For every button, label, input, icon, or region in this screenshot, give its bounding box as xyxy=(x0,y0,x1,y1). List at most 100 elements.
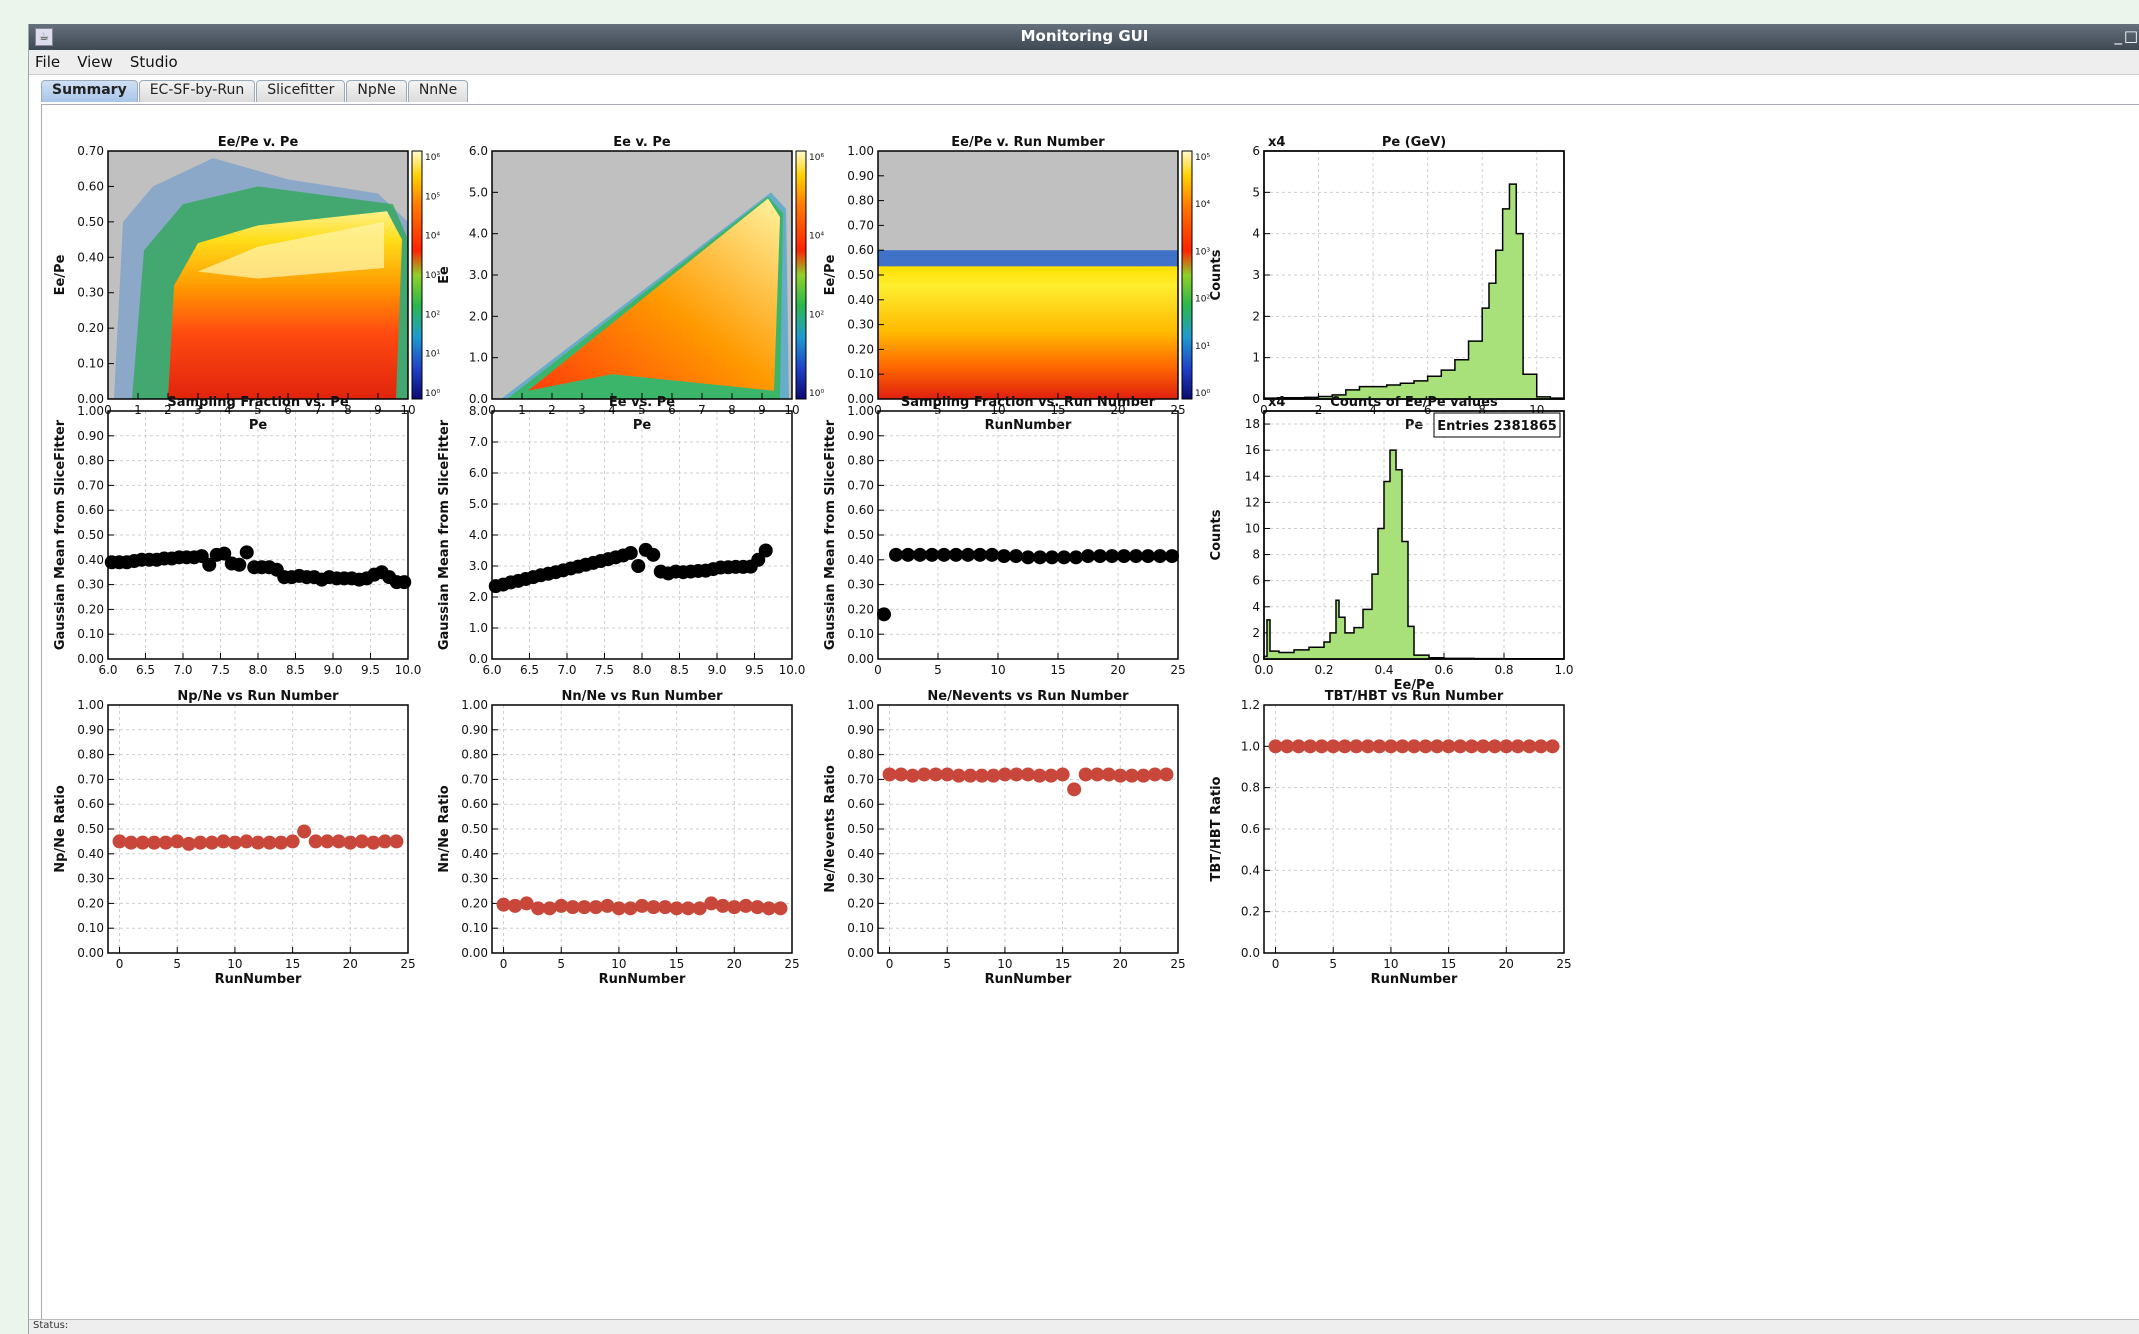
tab-slicefitter[interactable]: Slicefitter xyxy=(256,80,346,102)
data-point xyxy=(1032,768,1047,783)
colorbar-label: 10¹ xyxy=(425,350,440,360)
x-tick-label: 0 xyxy=(116,957,124,971)
java-app-icon[interactable]: ☕ xyxy=(35,28,53,46)
data-point xyxy=(1124,768,1139,783)
menu-studio[interactable]: Studio xyxy=(129,53,178,71)
y-tick-label: 1.00 xyxy=(77,698,104,712)
plot-frame xyxy=(1263,704,1565,954)
x-tick-label: 8 xyxy=(1478,403,1486,417)
y-tick-label: 0 xyxy=(1252,392,1260,406)
chart-p5: 6.0 6.5 7.0 7.5 8.0 8.5 9.0 9.5 10.0 0.00 0.10 0.20… xyxy=(53,395,421,677)
y-axis-label: Counts xyxy=(1209,249,1224,300)
data-point xyxy=(986,768,1001,783)
y-tick-label: 12 xyxy=(1245,495,1260,509)
x-tick-label: 10 xyxy=(784,403,799,417)
minimize-icon[interactable]: _ xyxy=(2114,27,2123,45)
monitoring-window: ☕ Monitoring GUI _ □ File View Studio Su… xyxy=(28,24,2139,1334)
x-tick-label: 6 xyxy=(1424,403,1432,417)
maximize-icon[interactable]: □ xyxy=(2123,27,2138,45)
data-point xyxy=(239,834,254,849)
x-tick-label: 5 xyxy=(254,403,262,417)
data-point xyxy=(204,835,219,850)
stats-box xyxy=(1433,412,1561,438)
tab-summary[interactable]: Summary xyxy=(41,80,138,102)
y-tick-label: 0.10 xyxy=(847,921,874,935)
x-tick-label: 5 xyxy=(1329,957,1337,971)
data-point xyxy=(297,824,312,839)
y-tick-label: 1.00 xyxy=(461,698,488,712)
y-tick-label: 0.60 xyxy=(847,503,874,517)
y-tick-label: 3.0 xyxy=(469,268,488,282)
y-tick-label: 0.50 xyxy=(847,822,874,836)
colorbar-label: 10³ xyxy=(425,271,440,281)
data-point xyxy=(1430,739,1445,754)
y-tick-label: 2.0 xyxy=(469,309,488,323)
y-tick-label: 5.0 xyxy=(469,185,488,199)
chart-title: Ee/Pe v. Pe xyxy=(218,135,299,150)
y-tick-label: 0.00 xyxy=(77,946,104,960)
data-point xyxy=(949,547,963,562)
chart-p6: 6.0 6.5 7.0 7.5 8.0 8.5 9.0 9.5 10.00.01.02.03.0… xyxy=(437,395,805,677)
data-point xyxy=(1453,739,1468,754)
y-tick-label: 0.30 xyxy=(847,872,874,886)
y-tick-label: 0.6 xyxy=(1241,822,1260,836)
y-tick-label: 0.40 xyxy=(77,847,104,861)
x-tick-label: 15 xyxy=(285,957,300,971)
y-tick-label: 4 xyxy=(1252,227,1260,241)
y-tick-label: 0.40 xyxy=(461,847,488,861)
y-tick-label: 5 xyxy=(1252,185,1260,199)
data-point xyxy=(508,898,523,913)
x-tick-label: 5 xyxy=(934,663,942,677)
y-tick-label: 0.60 xyxy=(77,797,104,811)
data-point xyxy=(1159,767,1174,782)
data-point xyxy=(973,547,987,562)
data-point xyxy=(913,547,927,562)
x-tick-label: 6 xyxy=(668,403,676,417)
data-point xyxy=(773,901,788,916)
data-point xyxy=(1372,739,1387,754)
data-point xyxy=(1055,767,1070,782)
data-point xyxy=(631,559,646,573)
x-tick-label: 8.5 xyxy=(286,663,305,677)
data-point xyxy=(496,897,511,912)
plot-frame xyxy=(1263,410,1565,660)
tab-ec-sf-by-run[interactable]: EC-SF-by-Run xyxy=(138,80,256,102)
data-point xyxy=(308,834,323,849)
menu-file[interactable]: File xyxy=(35,53,61,71)
data-point xyxy=(1418,739,1433,754)
data-point xyxy=(951,768,966,783)
y-tick-label: 0.60 xyxy=(847,797,874,811)
data-point xyxy=(285,834,300,849)
data-point xyxy=(1009,767,1024,782)
x-tick-label: 15 xyxy=(1441,957,1456,971)
tab-npne[interactable]: NpNe xyxy=(346,80,407,102)
data-point xyxy=(232,557,247,572)
y-tick-label: 14 xyxy=(1245,469,1260,483)
x-tick-label: 5 xyxy=(943,957,951,971)
colorbar-label: 10⁵ xyxy=(425,192,440,202)
data-point xyxy=(646,547,661,562)
y-tick-label: 3 xyxy=(1252,268,1260,282)
tab-nnne[interactable]: NnNe xyxy=(407,80,469,102)
menu-view[interactable]: View xyxy=(77,53,113,71)
title-bar[interactable]: ☕ Monitoring GUI _ □ xyxy=(29,24,2139,50)
data-point xyxy=(1069,550,1083,565)
data-point xyxy=(1078,767,1093,782)
y-tick-label: 0.20 xyxy=(461,896,488,910)
y-tick-label: 6.0 xyxy=(469,466,488,480)
data-point xyxy=(170,834,185,849)
data-point xyxy=(216,834,231,849)
y-tick-label: 0.80 xyxy=(847,748,874,762)
data-point xyxy=(531,901,546,916)
data-point xyxy=(1044,768,1059,783)
x-tick-label: 9 xyxy=(374,403,382,417)
y-tick-label: 1.2 xyxy=(1241,698,1260,712)
data-point xyxy=(692,901,707,916)
data-point xyxy=(882,767,897,782)
data-point xyxy=(1291,739,1306,754)
data-point xyxy=(997,549,1011,564)
x-tick-label: 2 xyxy=(164,403,172,417)
data-point xyxy=(147,835,162,850)
data-point xyxy=(1165,549,1179,564)
data-point xyxy=(669,901,684,916)
